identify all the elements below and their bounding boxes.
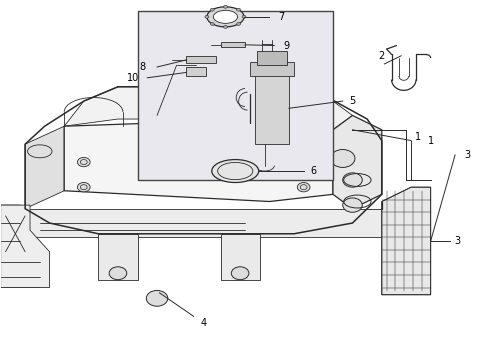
Polygon shape <box>382 187 431 295</box>
Circle shape <box>297 157 310 167</box>
Circle shape <box>77 183 90 192</box>
Circle shape <box>223 26 227 28</box>
Polygon shape <box>20 209 382 237</box>
Polygon shape <box>64 87 352 130</box>
Circle shape <box>109 267 127 280</box>
Ellipse shape <box>207 7 244 27</box>
Text: 10: 10 <box>126 73 139 83</box>
Text: 1: 1 <box>428 136 434 145</box>
Polygon shape <box>25 126 64 209</box>
Circle shape <box>343 198 362 212</box>
Circle shape <box>77 157 90 167</box>
Text: 3: 3 <box>455 236 461 246</box>
Polygon shape <box>255 72 289 144</box>
Circle shape <box>343 173 362 187</box>
Text: 6: 6 <box>310 166 317 176</box>
Text: 4: 4 <box>200 319 206 328</box>
FancyBboxPatch shape <box>138 12 333 180</box>
Polygon shape <box>0 205 49 288</box>
Polygon shape <box>186 67 206 76</box>
Circle shape <box>210 8 214 11</box>
Circle shape <box>223 5 227 8</box>
Circle shape <box>237 22 241 25</box>
Circle shape <box>237 8 241 11</box>
Ellipse shape <box>212 159 259 183</box>
Polygon shape <box>0 205 40 288</box>
Circle shape <box>147 291 168 306</box>
Text: 1: 1 <box>416 132 421 142</box>
Polygon shape <box>186 56 216 63</box>
Circle shape <box>182 93 190 99</box>
Text: 5: 5 <box>349 96 356 106</box>
Circle shape <box>297 183 310 192</box>
Circle shape <box>231 267 249 280</box>
Ellipse shape <box>213 10 238 23</box>
Text: 7: 7 <box>278 12 285 22</box>
Text: 3: 3 <box>464 150 470 160</box>
Polygon shape <box>220 42 245 47</box>
Circle shape <box>205 15 209 18</box>
Circle shape <box>331 149 355 167</box>
Polygon shape <box>98 234 138 280</box>
Circle shape <box>210 22 214 25</box>
Text: 8: 8 <box>139 62 146 72</box>
Polygon shape <box>220 234 260 280</box>
Polygon shape <box>333 116 382 209</box>
Polygon shape <box>250 62 294 76</box>
Polygon shape <box>257 51 287 65</box>
Text: 2: 2 <box>379 51 385 61</box>
Text: 9: 9 <box>284 41 290 50</box>
Ellipse shape <box>145 101 228 137</box>
Circle shape <box>242 15 246 18</box>
Polygon shape <box>64 119 333 202</box>
